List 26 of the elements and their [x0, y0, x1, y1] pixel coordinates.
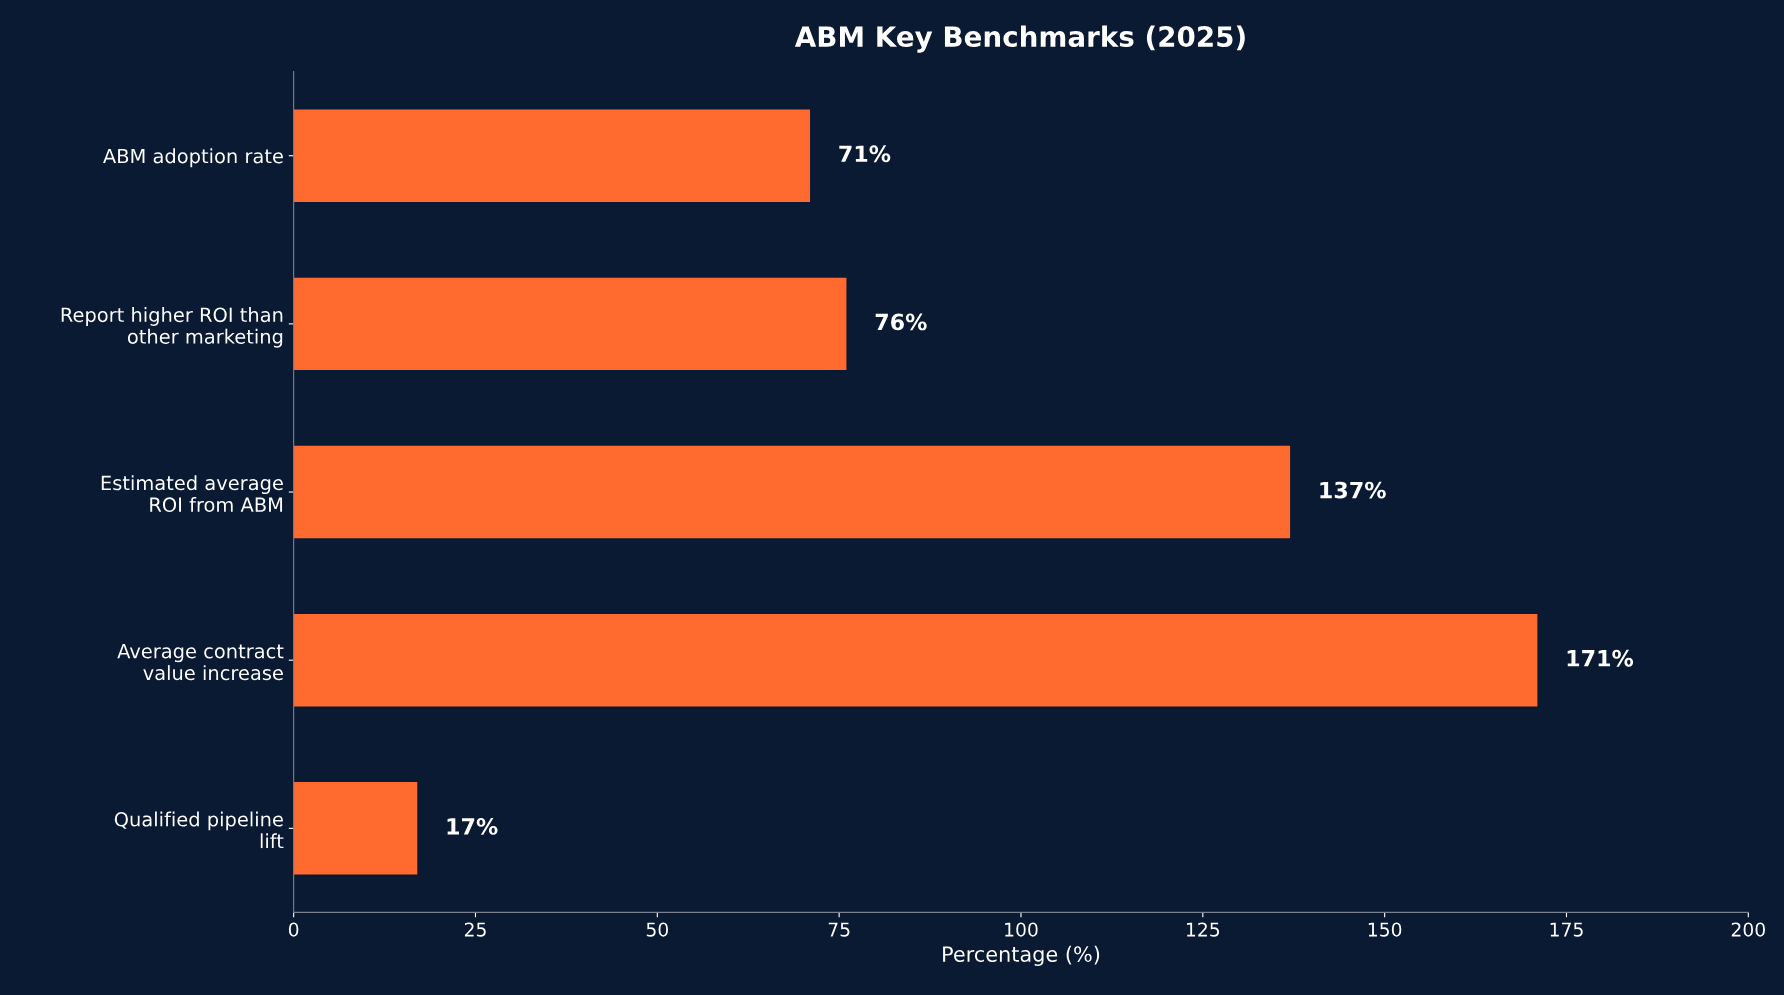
- data-label: 171%: [1567, 649, 1634, 667]
- x-tick-label: 75: [828, 922, 850, 937]
- bar: [293, 109, 811, 202]
- x-tick-label: 0: [288, 922, 299, 937]
- x-tick-label: 125: [1186, 922, 1220, 937]
- x-tick-label: 50: [646, 922, 668, 937]
- y-tick-label: Estimated average ROI from ABM: [101, 475, 283, 513]
- bar: [293, 445, 1291, 539]
- data-label: 17%: [447, 817, 498, 835]
- y-tick-label: Qualified pipeline lift: [114, 811, 284, 849]
- y-tick-label: Average contract value increase: [117, 643, 284, 681]
- x-tick-label: 200: [1731, 922, 1765, 937]
- bar: [293, 613, 1538, 707]
- data-label: 71%: [839, 145, 891, 163]
- data-label: 76%: [875, 313, 927, 331]
- x-tick-label: 150: [1368, 922, 1402, 937]
- x-tick-label: 175: [1550, 922, 1583, 937]
- y-tick-label: Report higher ROI than other marketing: [61, 307, 283, 348]
- x-axis-title: Percentage (%): [943, 945, 1100, 966]
- data-label: 137%: [1320, 481, 1386, 499]
- y-tick-label: ABM adoption rate: [103, 148, 283, 168]
- bar: [293, 782, 418, 875]
- x-tick-label: 100: [1005, 922, 1038, 937]
- x-tick-label: 25: [464, 922, 486, 937]
- bar: [293, 277, 847, 371]
- chart-title: ABM Key Benchmarks (2025): [794, 25, 1245, 53]
